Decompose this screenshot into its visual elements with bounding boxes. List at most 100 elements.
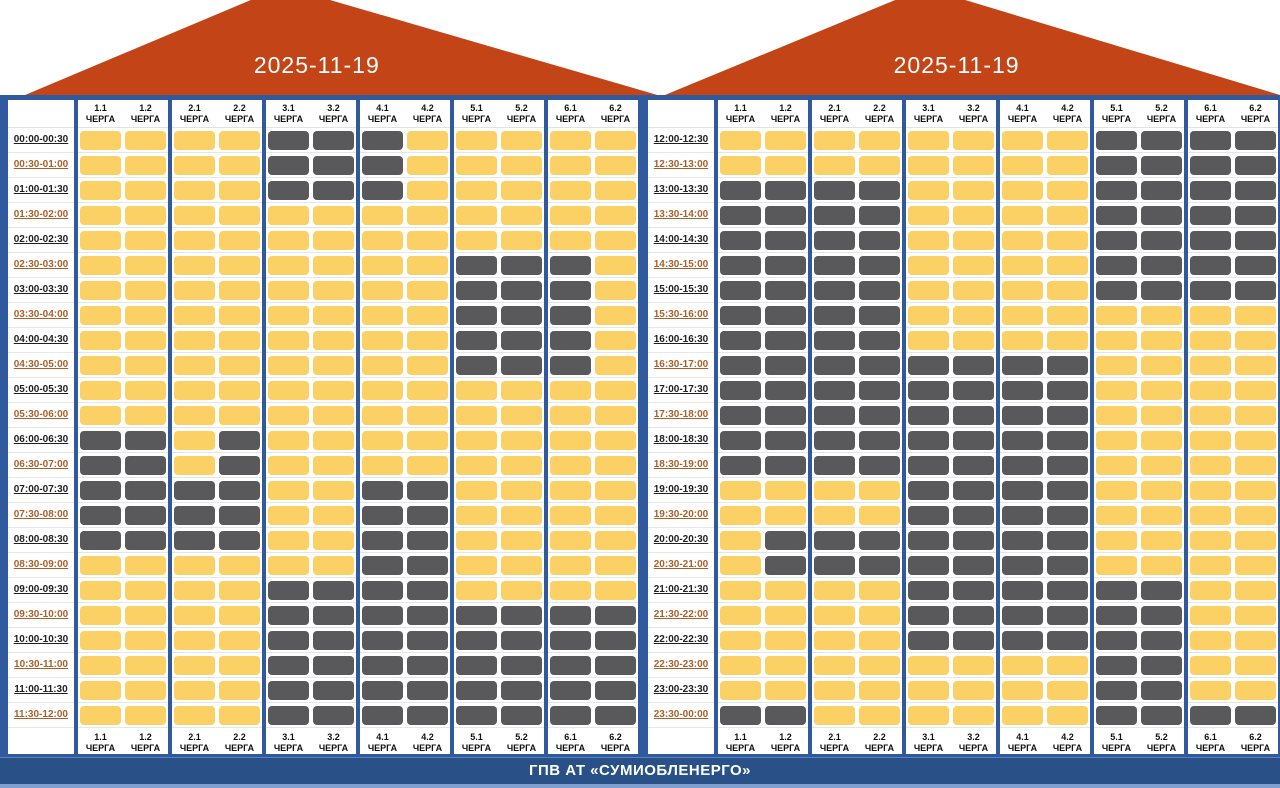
schedule-cell: [1002, 405, 1043, 425]
schedule-cell: [814, 355, 855, 375]
queue-header-row: 6.1 ЧЕРГА 6.2 ЧЕРГА: [1188, 100, 1278, 128]
queue-header: 1.2 ЧЕРГА: [763, 732, 808, 754]
schedule-row: [548, 153, 638, 178]
queue-word: ЧЕРГА: [770, 114, 801, 125]
schedule-cell: [456, 130, 497, 150]
schedule-cell: [501, 605, 542, 625]
schedule-row: [1000, 378, 1090, 403]
schedule-row: [718, 603, 808, 628]
schedule-cell: [407, 455, 448, 475]
schedule-row: [812, 303, 902, 328]
schedule-cell: [595, 455, 636, 475]
schedule-cell: [765, 480, 806, 500]
schedule-cell: [859, 655, 900, 675]
schedule-cell: [1141, 455, 1182, 475]
schedule-row: [1188, 528, 1278, 553]
schedule-cell: [1047, 330, 1088, 350]
schedule-row: [812, 578, 902, 603]
schedule-row: [906, 253, 996, 278]
schedule-cell: [268, 530, 309, 550]
schedule-cell: [313, 305, 354, 325]
queue-header-row: 3.1 ЧЕРГА 3.2 ЧЕРГА: [906, 100, 996, 128]
schedule-cell: [313, 530, 354, 550]
schedule-cell: [859, 205, 900, 225]
schedule-cell: [814, 705, 855, 725]
schedule-cell: [362, 255, 403, 275]
schedule-cell: [219, 380, 260, 400]
schedule-cell: [859, 230, 900, 250]
schedule-cell: [456, 530, 497, 550]
schedule-cell: [219, 530, 260, 550]
schedule-cell: [174, 430, 215, 450]
queue-header: 2.1 ЧЕРГА: [172, 103, 217, 127]
queue-number: 4.2: [1061, 103, 1074, 113]
schedule-cell: [1190, 180, 1231, 200]
queue-word: ЧЕРГА: [85, 743, 116, 754]
queue-number: 5.1: [1110, 732, 1123, 742]
schedule-cell: [595, 655, 636, 675]
schedule-cell: [456, 630, 497, 650]
schedule-cell: [765, 555, 806, 575]
schedule-row: [906, 578, 996, 603]
schedule-cell: [1047, 530, 1088, 550]
schedule-row: [172, 403, 262, 428]
schedule-cell: [501, 280, 542, 300]
schedule-cell: [125, 255, 166, 275]
schedule-cell: [1096, 530, 1137, 550]
schedule-cell: [1190, 405, 1231, 425]
queue-number: 6.1: [1204, 732, 1217, 742]
schedule-cell: [1141, 180, 1182, 200]
schedule-cell: [953, 130, 994, 150]
schedule-row: [172, 228, 262, 253]
schedule-row: [548, 453, 638, 478]
schedule-cell: [362, 705, 403, 725]
schedule-cell: [313, 205, 354, 225]
schedule-row: [548, 703, 638, 728]
schedule-cell: [908, 355, 949, 375]
queue-header: 3.2 ЧЕРГА: [951, 103, 996, 127]
queue-word: ЧЕРГА: [179, 743, 210, 754]
schedule-cell: [125, 380, 166, 400]
schedule-cell: [362, 205, 403, 225]
schedule-cell: [595, 155, 636, 175]
schedule-cell: [219, 605, 260, 625]
schedule-cell: [80, 330, 121, 350]
schedule-cell: [814, 630, 855, 650]
schedule-cell: [501, 530, 542, 550]
schedule-row: [78, 128, 168, 153]
schedule-row: [1000, 678, 1090, 703]
schedule-cell: [550, 180, 591, 200]
queue-word: ЧЕРГА: [318, 114, 349, 125]
schedule-row: [906, 278, 996, 303]
time-label: 08:30-09:00: [8, 553, 74, 578]
schedule-cell: [456, 455, 497, 475]
schedule-cell: [407, 155, 448, 175]
queue-number: 1.1: [734, 103, 747, 113]
schedule-row: [812, 278, 902, 303]
schedule-row: [1188, 278, 1278, 303]
schedule-cell: [1235, 705, 1276, 725]
schedule-cell: [1047, 205, 1088, 225]
queue-word: ЧЕРГА: [555, 114, 586, 125]
schedule-cell: [1141, 580, 1182, 600]
schedule-row: [78, 478, 168, 503]
time-label: 16:00-16:30: [648, 328, 714, 353]
schedule-cell: [953, 705, 994, 725]
schedule-row: [1000, 578, 1090, 603]
schedule-cell: [268, 505, 309, 525]
schedule-cell: [125, 355, 166, 375]
schedule-cell: [313, 555, 354, 575]
schedule-row: [1000, 253, 1090, 278]
time-label: 17:00-17:30: [648, 378, 714, 403]
schedule-row: [906, 678, 996, 703]
schedule-cell: [595, 355, 636, 375]
queue-number: 3.1: [282, 732, 295, 742]
schedule-cell: [80, 430, 121, 450]
schedule-cell: [720, 505, 761, 525]
queue-header-row: 4.1 ЧЕРГА 4.2 ЧЕРГА: [360, 100, 450, 128]
schedule-cell: [1141, 480, 1182, 500]
schedule-cell: [125, 655, 166, 675]
schedule-cell: [219, 305, 260, 325]
schedule-cell: [550, 430, 591, 450]
schedule-cell: [501, 355, 542, 375]
